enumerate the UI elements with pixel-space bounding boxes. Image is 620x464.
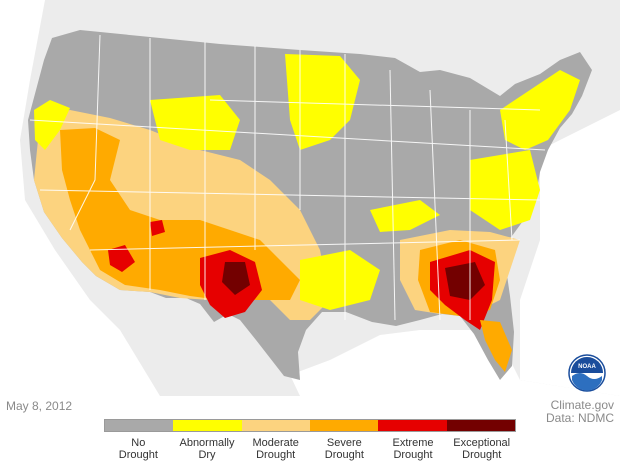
legend-label-line1: Extreme	[392, 437, 434, 449]
legend-swatch	[173, 420, 242, 431]
legend-label-line1: Moderate	[252, 437, 299, 449]
legend-swatch	[105, 420, 174, 431]
legend-label-line2: Drought	[324, 449, 364, 461]
legend-swatch	[378, 420, 447, 431]
se-exceptional-drought	[445, 262, 485, 300]
legend-colorbar	[104, 419, 516, 432]
map-date: May 8, 2012	[6, 399, 73, 413]
legend-label: Moderate Drought	[241, 437, 310, 461]
ocean-pacific	[0, 0, 160, 396]
legend-label: No Drought	[104, 437, 173, 461]
legend-swatch	[241, 420, 310, 431]
state-borders	[29, 34, 546, 321]
us-drought-map-svg	[0, 0, 620, 396]
atlantic	[520, 110, 620, 396]
legend-swatch	[446, 420, 515, 431]
legend-label: Abnormally Dry	[173, 437, 242, 461]
legend-label: Extreme Drought	[379, 437, 448, 461]
legend-label-line1: Abnormally	[179, 437, 235, 449]
legend-labels: No Drought Abnormally Dry Moderate Drought Sev…	[104, 437, 516, 461]
florida-severe	[480, 320, 512, 372]
south-central-dry	[300, 250, 380, 310]
az-extreme-drought	[108, 245, 135, 272]
noaa-logo: NOAA	[568, 354, 606, 392]
texas-exceptional-drought	[222, 262, 250, 295]
nm-extreme-drought	[150, 220, 165, 236]
northern-plains-dry	[150, 95, 240, 150]
north-abnormally-dry	[285, 54, 360, 150]
kentucky-dry	[370, 200, 440, 232]
legend-label: Exceptional Drought	[447, 437, 516, 461]
midatlantic-abnormally-dry	[470, 150, 540, 230]
noaa-logo-text: NOAA	[578, 364, 596, 370]
legend-label-line1: No	[131, 437, 146, 449]
legend-label-line2: Drought	[118, 449, 158, 461]
legend-swatch	[309, 420, 379, 431]
credit-data: Data: NDMC	[545, 411, 614, 425]
legend-label-line2: Drought	[256, 449, 296, 461]
drought-map	[0, 0, 620, 396]
ca-abnormally-dry	[34, 100, 70, 150]
legend-label: Severe Drought	[310, 437, 379, 461]
credit-source: Climate.gov	[550, 398, 614, 412]
legend-label-line2: Drought	[462, 449, 502, 461]
legend-label-line2: Drought	[393, 449, 433, 461]
legend-label-line2: Dry	[198, 449, 216, 461]
legend-label-line1: Severe	[326, 437, 362, 449]
gulf-of-mexico	[290, 330, 620, 396]
credit-block: Climate.gov Data: NDMC	[546, 399, 614, 425]
legend-label-line1: Exceptional	[453, 437, 511, 449]
